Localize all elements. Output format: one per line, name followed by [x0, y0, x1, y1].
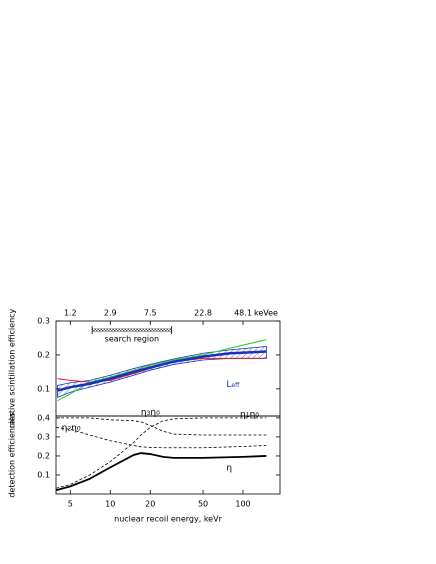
curve-label: Leff: [226, 379, 240, 389]
y-axis-label: detection efficiencies: [8, 412, 17, 497]
series-line: [57, 357, 267, 383]
x2-tick-label: 2.9: [104, 309, 117, 318]
x2-axis-label: keVee: [254, 309, 278, 318]
series-line: [55, 417, 267, 489]
band: [57, 346, 267, 398]
y-tick-label: 0.1: [37, 470, 50, 479]
series-line: [55, 452, 267, 492]
label-part: 1: [246, 412, 250, 419]
label-part: η: [226, 463, 232, 473]
y-tick-label: 0.3: [37, 317, 50, 326]
label-part: 0: [156, 410, 160, 417]
x2-tick-label: 22.8: [194, 309, 212, 318]
curve-label: η: [226, 463, 232, 473]
series-line: [56, 417, 267, 436]
y-tick-label: 0.4: [37, 413, 50, 422]
label-part: 0: [77, 425, 81, 432]
label-part: 2: [67, 425, 71, 432]
label-part: 0: [255, 412, 259, 419]
y-tick-label: 0.1: [37, 384, 50, 393]
plot-frame: [55, 415, 281, 495]
curve-label: η3η0: [141, 408, 160, 418]
y-tick-label: 0.2: [37, 451, 50, 460]
y-tick-label: 0.2: [37, 350, 50, 359]
x-tick-label: 10: [105, 500, 115, 509]
x-tick-label: 100: [235, 500, 250, 509]
series-line: [55, 427, 267, 449]
label-part: 3: [147, 410, 151, 417]
series-line: [57, 350, 267, 392]
x2-tick-label: 1.2: [64, 309, 77, 318]
search-region-label: search region: [105, 335, 159, 344]
label-part: L: [226, 379, 231, 389]
y-axis-label: relative scintillation efficiency: [8, 308, 17, 428]
x-tick-label: 5: [68, 500, 73, 509]
label-part: η: [150, 408, 156, 418]
label-part: η: [71, 423, 77, 433]
series-line: [57, 339, 267, 402]
label-part: eff: [231, 382, 240, 389]
curve-label: η1η0: [240, 410, 259, 420]
x-axis-label: nuclear recoil energy, keVr: [114, 515, 222, 524]
x2-tick-label: 48.1: [234, 309, 252, 318]
label-part: η: [141, 408, 147, 418]
plot-frame: [55, 320, 281, 417]
x-tick-label: 20: [145, 500, 155, 509]
y-tick-label: 0.3: [37, 432, 50, 441]
label-part: η: [240, 410, 246, 420]
label-part: η: [250, 410, 256, 420]
search-region: [92, 328, 172, 333]
x2-tick-label: 7.5: [144, 309, 157, 318]
x-tick-label: 50: [198, 500, 208, 509]
label-part: η: [62, 423, 68, 433]
curve-label: η2η0: [62, 423, 81, 433]
